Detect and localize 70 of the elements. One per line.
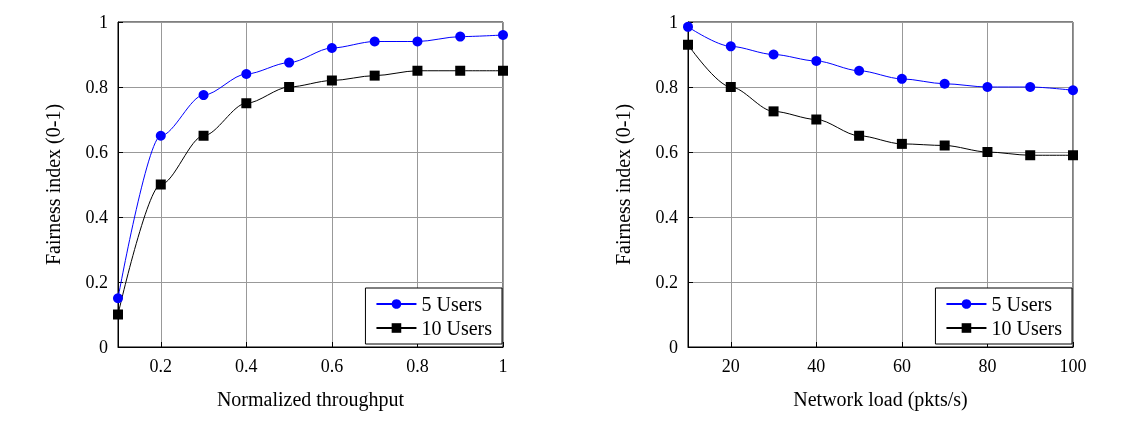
x-tick-label: 40 [807, 356, 826, 376]
point [113, 309, 123, 320]
y-tick-label: 0 [669, 337, 678, 357]
point [198, 130, 209, 141]
point [811, 56, 822, 66]
point [939, 78, 950, 89]
point [768, 49, 779, 60]
x-tick-label: 80 [978, 356, 997, 376]
legend-label: 5 Users [421, 293, 483, 315]
point [155, 179, 166, 190]
y-tick-label: 0 [99, 337, 108, 357]
y-tick-label: 0.6 [655, 142, 678, 162]
point [768, 106, 779, 117]
y-tick-label: 0.8 [655, 77, 678, 97]
x-tick-label: 0.8 [406, 356, 429, 376]
point [198, 90, 209, 101]
y-tick-label: 1 [669, 12, 678, 32]
point [854, 130, 865, 141]
point [241, 69, 252, 79]
x-tick-label: 0.6 [320, 356, 344, 376]
point [982, 82, 993, 92]
point [683, 21, 693, 32]
point [369, 36, 380, 47]
point [498, 65, 508, 76]
point [412, 65, 423, 76]
x-axis-title: Network load (pkts/s) [793, 388, 968, 411]
point [854, 65, 865, 76]
x-axis-title: Normalized throughput [216, 388, 405, 411]
y-tick-label: 0.4 [655, 207, 678, 227]
point [1068, 85, 1078, 96]
point [1025, 150, 1036, 161]
point [155, 130, 166, 141]
point [811, 114, 822, 125]
legend-label: 5 Users [991, 293, 1053, 315]
legend-label: 10 Users [991, 317, 1063, 339]
y-tick-label: 0.4 [85, 207, 108, 227]
y-tick-label: 0.2 [85, 272, 108, 292]
point [683, 39, 693, 50]
point [939, 140, 950, 151]
point [412, 36, 423, 47]
point [113, 293, 123, 304]
point [455, 65, 466, 76]
point [725, 41, 736, 52]
legend-label: 10 Users [421, 317, 493, 339]
point [369, 70, 380, 81]
y-axis-title: Fairness index (0-1) [612, 103, 635, 266]
point [982, 147, 993, 157]
x-tick-label: 1 [498, 356, 508, 376]
x-tick-label: 100 [1059, 356, 1087, 376]
y-tick-label: 0.8 [85, 77, 108, 97]
y-tick-label: 0.6 [85, 142, 108, 162]
point [326, 43, 337, 53]
x-tick-label: 60 [892, 356, 911, 376]
point [896, 138, 907, 149]
point [326, 75, 337, 86]
point [498, 30, 508, 40]
point [725, 82, 736, 92]
point [284, 82, 295, 92]
point [1025, 82, 1036, 92]
point [1068, 150, 1078, 161]
x-tick-label: 20 [721, 356, 740, 376]
y-axis-title: Fairness index (0-1) [42, 103, 65, 266]
x-tick-label: 0.4 [235, 356, 258, 376]
y-tick-label: 0.2 [655, 272, 678, 292]
point [455, 31, 466, 42]
point [896, 73, 907, 84]
point [241, 98, 252, 109]
x-tick-label: 0.2 [149, 356, 173, 376]
point [284, 57, 295, 68]
y-tick-label: 1 [99, 12, 108, 32]
